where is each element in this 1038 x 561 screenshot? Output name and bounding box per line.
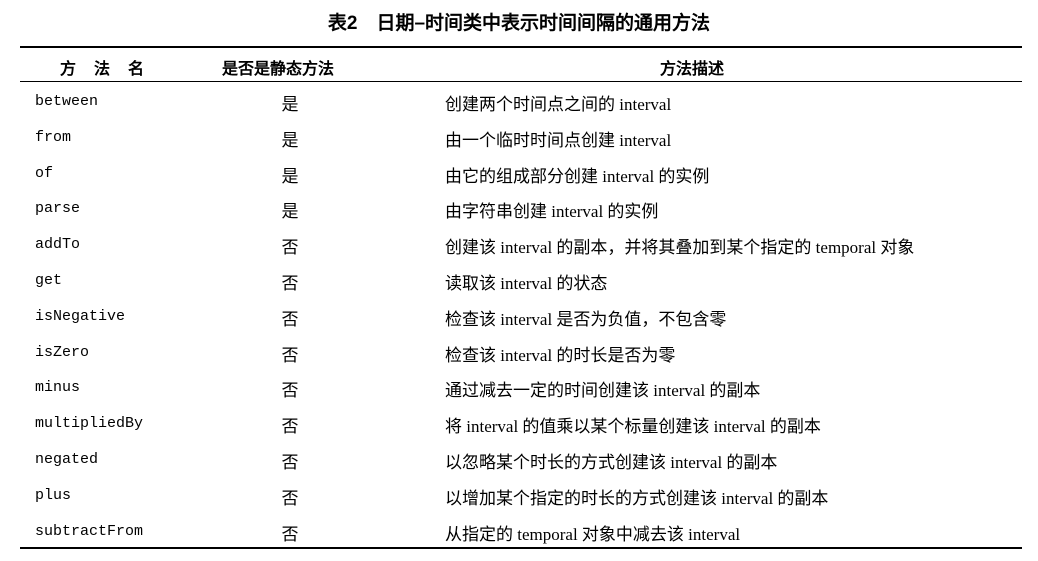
table-row: subtractFrom 否 从指定的 temporal 对象中减去该 interv… [0, 514, 1038, 550]
table-row: between 是 创建两个时间点之间的 interval [0, 84, 1038, 120]
table-row: get 否 读取该 interval 的状态 [0, 263, 1038, 299]
is-static: 是 [281, 95, 299, 114]
top-rule [20, 46, 1022, 48]
description: 以忽略某个时长的方式创建该 interval 的副本 [445, 452, 778, 472]
table-row: multipliedBy 否 将 interval 的值乘以某个标量创建该 inte… [0, 406, 1038, 442]
table-title: 表2 日期–时间类中表示时间间隔的通用方法 [327, 13, 711, 34]
is-static: 否 [281, 345, 299, 365]
method-name: of [35, 164, 54, 182]
is-static: 否 [281, 273, 299, 293]
table-body: between 是创建两个时间点之间的 interval from 是由一个临时时间点… [0, 84, 1038, 549]
method-name: subtractFrom [35, 522, 144, 540]
header-method-name: 方法名 [60, 61, 163, 78]
method-name: plus [35, 486, 72, 504]
method-name: negated [35, 450, 99, 468]
table-row: plus 否 以增加某个指定的时长的方式创建该 interval 的副本 [0, 478, 1038, 514]
method-name: get [35, 271, 63, 289]
is-static: 否 [281, 238, 299, 258]
method-name: from [35, 128, 72, 146]
description: 检查该 interval 的时长是否为零 [445, 345, 676, 365]
description: 由一个临时时间点创建 interval [445, 130, 672, 150]
description: 创建两个时间点之间的 interval [445, 95, 672, 114]
method-name: multipliedBy [35, 415, 144, 433]
method-name: isZero [35, 343, 90, 361]
description: 通过减去一定的时间创建该 interval 的副本 [445, 381, 761, 401]
description: 由它的组成部分创建 interval 的实例 [445, 166, 710, 186]
table-row: parse 是 由字符串创建 interval 的实例 [0, 191, 1038, 227]
table-row: negated 否 以忽略某个时长的方式创建该 interval 的副本 [0, 442, 1038, 478]
method-name: between [35, 93, 99, 110]
description: 以增加某个指定的时长的方式创建该 interval 的副本 [445, 488, 829, 508]
table-row: addTo 否 创建该 interval 的副本，并将其叠加到某个指定的 tempo… [0, 227, 1038, 263]
description: 由字符串创建 interval 的实例 [445, 202, 659, 222]
table-row: isNegative 否 检查该 interval 是否为负值，不包含零 [0, 299, 1038, 335]
is-static: 否 [281, 381, 299, 401]
method-name: isNegative [35, 307, 126, 325]
table-row: isZero 否 检查该 interval 的时长是否为零 [0, 335, 1038, 371]
is-static: 是 [281, 166, 299, 186]
description: 将 interval 的值乘以某个标量创建该 interval 的副本 [445, 417, 821, 437]
description: 从指定的 temporal 对象中减去该 interval [445, 524, 741, 544]
header-rule [20, 81, 1022, 82]
table-row: of 是 由它的组成部分创建 interval 的实例 [0, 156, 1038, 192]
bottom-rule [20, 547, 1022, 549]
method-name: addTo [35, 236, 81, 254]
is-static: 否 [281, 309, 299, 329]
is-static: 否 [281, 488, 299, 508]
method-name: parse [35, 200, 81, 218]
description: 读取该 interval 的状态 [445, 273, 608, 293]
is-static: 否 [281, 452, 299, 472]
description: 检查该 interval 是否为负值，不包含零 [445, 309, 727, 329]
is-static: 否 [281, 417, 299, 437]
header-description: 方法描述 [660, 61, 725, 78]
method-name: minus [35, 379, 81, 397]
header-is-static: 是否是静态方法 [222, 61, 335, 78]
table-row: from 是 由一个临时时间点创建 interval [0, 120, 1038, 156]
description: 创建该 interval 的副本，并将其叠加到某个指定的 temporal 对象 [445, 238, 915, 258]
table-row: minus 否 通过减去一定的时间创建该 interval 的副本 [0, 370, 1038, 406]
is-static: 否 [281, 524, 299, 544]
is-static: 是 [281, 202, 299, 222]
is-static: 是 [281, 130, 299, 150]
